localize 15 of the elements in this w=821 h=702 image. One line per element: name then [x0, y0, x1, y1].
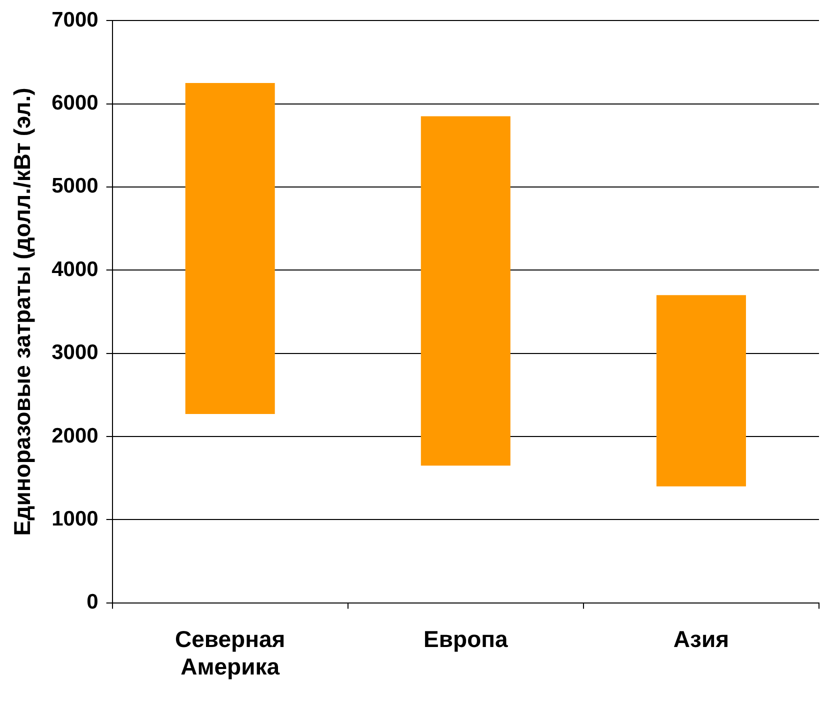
y-tick-label: 6000 — [52, 92, 98, 115]
x-tick-label: Европа — [424, 626, 508, 652]
y-tick-label: 3000 — [52, 341, 98, 364]
bar — [185, 82, 275, 414]
y-tick-label: 7000 — [52, 8, 98, 32]
bar — [420, 116, 510, 466]
y-axis-title: Единоразовые затраты (долл./кВт (эл.) — [9, 88, 36, 536]
y-tick-label: 4000 — [52, 258, 98, 281]
y-tick-label: 2000 — [52, 424, 98, 448]
x-tick-label: Северная Америка — [175, 626, 286, 680]
y-tick-label: 1000 — [52, 507, 98, 530]
y-tick-label: 0 — [86, 590, 98, 614]
y-tick-label: 5000 — [52, 174, 98, 198]
bar — [656, 295, 746, 486]
x-tick-label: Азия — [673, 626, 730, 652]
